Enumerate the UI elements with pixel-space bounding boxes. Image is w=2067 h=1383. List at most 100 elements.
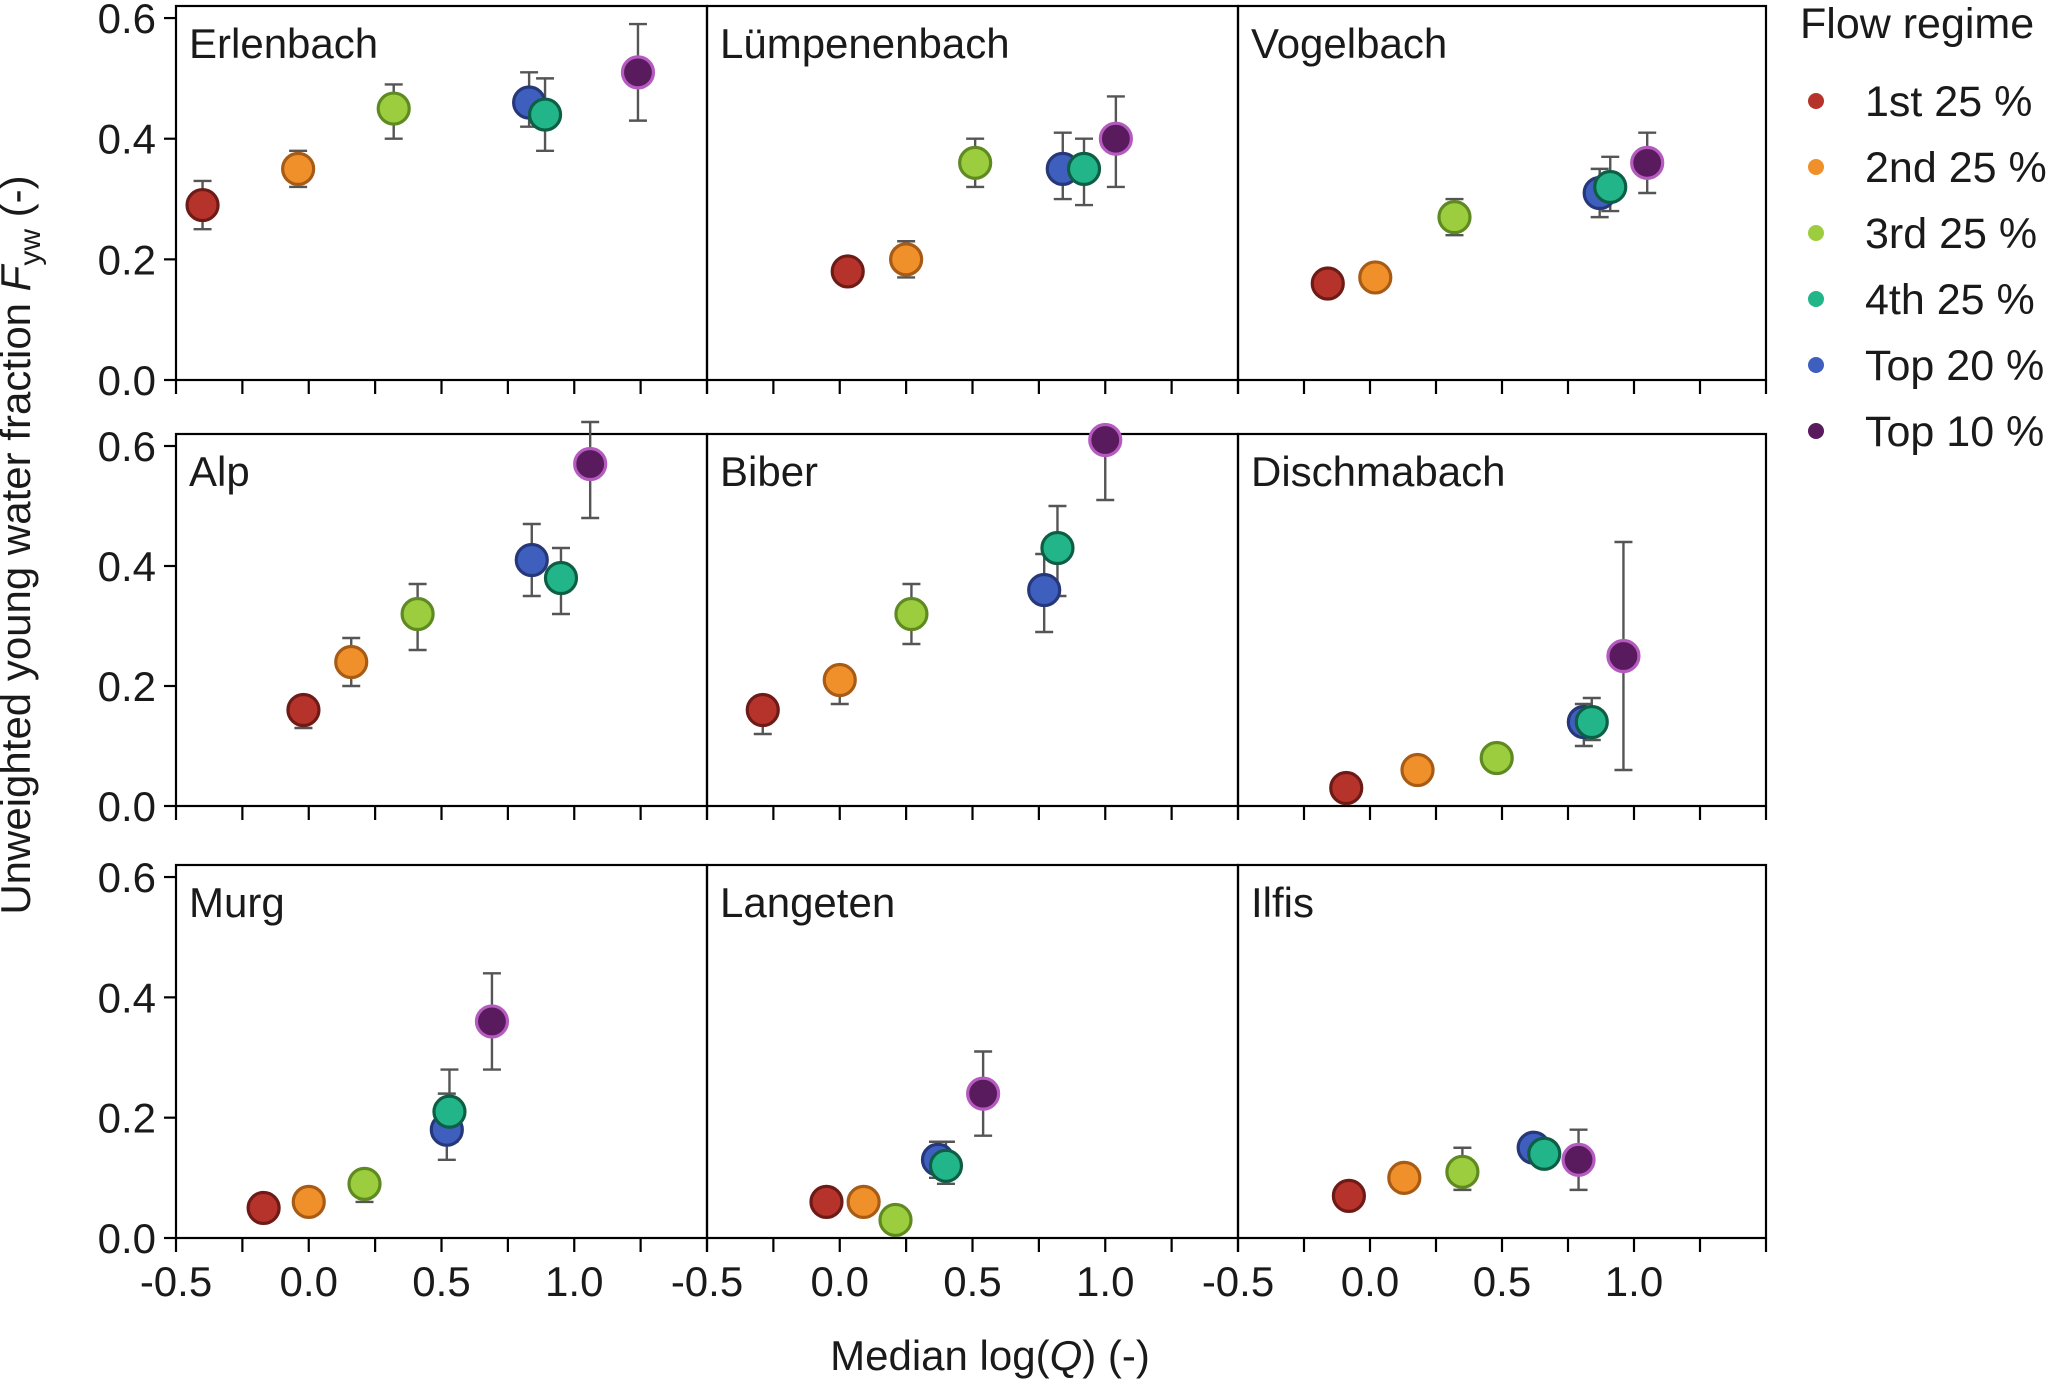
x-tick-label: 0.0 bbox=[811, 1258, 869, 1305]
x-tick-label: 0.5 bbox=[1473, 1258, 1531, 1305]
data-point-3rd-25 bbox=[878, 1202, 913, 1238]
x-tick-label: 1.0 bbox=[1605, 1258, 1663, 1305]
x-tick-label: 1.0 bbox=[545, 1258, 603, 1305]
x-tick-label: 0.0 bbox=[280, 1258, 338, 1305]
panel-biber: Biber bbox=[705, 422, 1240, 820]
data-point-top-10 bbox=[1088, 422, 1123, 458]
data-point-3rd-25 bbox=[347, 1166, 382, 1201]
panel-title: Alp bbox=[189, 448, 250, 495]
legend-marker-top-20 bbox=[1808, 357, 1824, 373]
panel-alp: Alp 0.0 0.2 0.4 0.6 bbox=[98, 420, 709, 830]
x-tick-label: 1.0 bbox=[1076, 1258, 1134, 1305]
legend-entries: 1st 25 % 2nd 25 % 3rd 25 % 4th 25 % Top 20 %… bbox=[1808, 78, 2047, 456]
panel-ilfis: Ilfis -0.5 0.0 0.5 1.0 bbox=[1202, 863, 1768, 1305]
data-point-4th-25 bbox=[1574, 704, 1609, 740]
y-tick-label: 0.4 bbox=[98, 543, 156, 590]
data-point-top-10 bbox=[1630, 145, 1665, 180]
panel-vogelbach: Vogelbach bbox=[1236, 4, 1768, 394]
legend-label-top-20: Top 20 % bbox=[1865, 342, 2044, 390]
y-tick-label: 0.2 bbox=[98, 663, 156, 710]
data-point-3rd-25 bbox=[1479, 740, 1514, 776]
data-point-1st-25 bbox=[745, 692, 780, 728]
data-point-2nd-25 bbox=[822, 662, 857, 698]
panel-title: Lümpenenbach bbox=[720, 20, 1010, 67]
data-point-top-10 bbox=[1561, 1142, 1596, 1177]
data-point-top-10 bbox=[620, 55, 656, 90]
panel-frame bbox=[1236, 863, 1768, 1240]
data-point-4th-25 bbox=[432, 1094, 467, 1129]
data-point-1st-25 bbox=[1331, 1178, 1366, 1213]
legend-marker-1st-25 bbox=[1808, 93, 1824, 109]
y-tick-label: 0.6 bbox=[98, 0, 156, 42]
legend-label-2nd-25: 2nd 25 % bbox=[1865, 144, 2047, 192]
panel-lumpenenbach: Lümpenenbach bbox=[705, 4, 1240, 394]
panel-title: Murg bbox=[189, 879, 285, 926]
x-tick-label: 0.0 bbox=[1341, 1258, 1399, 1305]
legend: Flow regime 1st 25 % 2nd 25 % 3rd 25 % 4th … bbox=[1800, 0, 2047, 456]
data-point-top-10 bbox=[474, 1004, 510, 1039]
x-axis-title: Median log(Q) (-) bbox=[830, 1332, 1150, 1379]
panel-title: Ilfis bbox=[1251, 879, 1314, 926]
panel-title: Erlenbach bbox=[189, 20, 378, 67]
data-point-3rd-25 bbox=[376, 91, 411, 126]
x-tick-label: 0.5 bbox=[943, 1258, 1001, 1305]
legend-marker-4th-25 bbox=[1808, 291, 1824, 307]
legend-label-4th-25: 4th 25 % bbox=[1865, 276, 2035, 324]
data-point-1st-25 bbox=[246, 1190, 281, 1226]
panel-title: Biber bbox=[720, 448, 818, 495]
data-point-2nd-25 bbox=[334, 644, 369, 680]
legend-marker-2nd-25 bbox=[1808, 159, 1824, 175]
legend-marker-3rd-25 bbox=[1808, 225, 1824, 241]
panel-title: Dischmabach bbox=[1251, 448, 1505, 495]
data-point-4th-25 bbox=[543, 560, 579, 596]
y-tick-label: 0.6 bbox=[98, 423, 156, 470]
y-tick-label: 0.0 bbox=[98, 357, 156, 404]
panel-erlenbach: Erlenbach 0.0 0.2 0.4 0.6 bbox=[98, 0, 709, 404]
data-point-2nd-25 bbox=[1400, 752, 1435, 788]
data-point-3rd-25 bbox=[400, 596, 435, 632]
legend-label-1st-25: 1st 25 % bbox=[1865, 78, 2032, 126]
panel-frame bbox=[174, 432, 709, 808]
y-tick-label: 0.0 bbox=[98, 783, 156, 830]
data-point-4th-25 bbox=[1527, 1136, 1562, 1171]
panels-layer: Erlenbach 0.0 0.2 0.4 0.6 Lümpenenbach Vogelba… bbox=[98, 0, 1768, 1305]
data-point-3rd-25 bbox=[958, 145, 993, 180]
data-point-4th-25 bbox=[1040, 530, 1075, 566]
data-point-top-10 bbox=[966, 1076, 1001, 1111]
data-point-1st-25 bbox=[830, 254, 865, 289]
data-point-3rd-25 bbox=[894, 596, 929, 632]
data-point-2nd-25 bbox=[846, 1184, 881, 1220]
data-point-4th-25 bbox=[527, 97, 563, 132]
data-point-1st-25 bbox=[286, 692, 321, 728]
data-point-2nd-25 bbox=[889, 242, 924, 277]
legend-title: Flow regime bbox=[1800, 0, 2034, 48]
data-point-1st-25 bbox=[1310, 266, 1345, 301]
y-tick-label: 0.4 bbox=[98, 974, 156, 1021]
panel-title: Vogelbach bbox=[1251, 20, 1447, 67]
y-tick-label: 0.2 bbox=[98, 1095, 156, 1142]
x-tick-label: 0.5 bbox=[412, 1258, 470, 1305]
data-point-top-10 bbox=[1606, 638, 1641, 674]
data-point-top-10 bbox=[573, 446, 608, 482]
data-point-2nd-25 bbox=[291, 1184, 326, 1220]
data-point-2nd-25 bbox=[281, 151, 316, 186]
x-tick-label: -0.5 bbox=[671, 1258, 743, 1305]
panel-langeten: Langeten -0.5 0.0 0.5 1.0 bbox=[671, 863, 1240, 1305]
data-point-3rd-25 bbox=[1445, 1154, 1480, 1189]
data-point-1st-25 bbox=[1329, 770, 1364, 806]
panel-title: Langeten bbox=[720, 879, 895, 926]
y-tick-label: 0.0 bbox=[98, 1215, 156, 1262]
legend-label-3rd-25: 3rd 25 % bbox=[1865, 210, 2037, 258]
data-point-top-20 bbox=[514, 542, 549, 578]
data-point-top-20 bbox=[1027, 572, 1062, 608]
x-tick-label: -0.5 bbox=[1202, 1258, 1274, 1305]
data-point-1st-25 bbox=[809, 1184, 844, 1220]
y-tick-label: 0.4 bbox=[98, 116, 156, 163]
y-tick-label: 0.6 bbox=[98, 854, 156, 901]
legend-label-top-10: Top 10 % bbox=[1865, 408, 2044, 456]
legend-marker-top-10 bbox=[1808, 423, 1824, 439]
y-tick-label: 0.2 bbox=[98, 236, 156, 283]
data-point-1st-25 bbox=[185, 187, 220, 223]
